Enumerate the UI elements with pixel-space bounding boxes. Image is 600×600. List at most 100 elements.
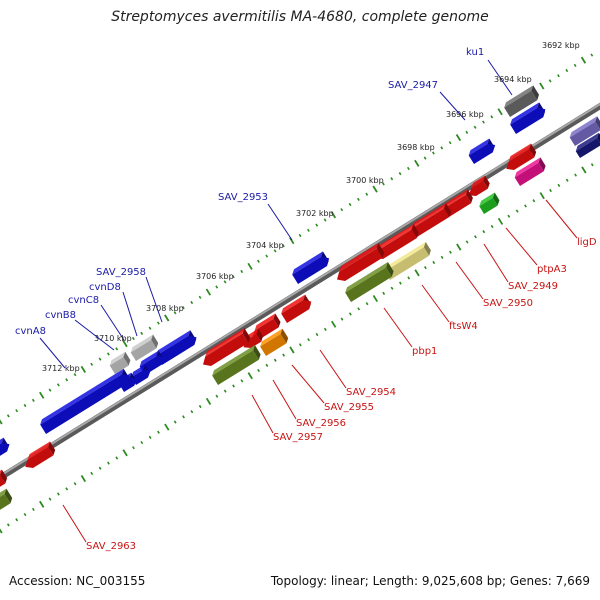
gene-28-top	[40, 368, 124, 425]
upper-ruler-tick	[356, 197, 360, 201]
gene-18	[243, 334, 262, 348]
gene-19	[260, 334, 287, 356]
gene-label-SAV_2956: SAV_2956	[296, 418, 346, 429]
upper-ruler-tick	[348, 202, 352, 207]
leader-SAV_2956	[272, 379, 297, 420]
lower-ruler-tick	[132, 446, 135, 450]
lower-ruler-tick	[0, 528, 3, 534]
gene-label-SAV_2963: SAV_2963	[86, 541, 136, 552]
gene-label-SAV_2958: SAV_2958	[96, 267, 146, 278]
lower-ruler-tick	[474, 235, 477, 239]
genome-backbone	[0, 102, 600, 482]
lower-ruler-tick	[414, 269, 420, 277]
upper-ruler-tick	[173, 311, 177, 315]
upper-ruler-tick	[340, 208, 344, 212]
upper-ruler-tick	[156, 321, 160, 325]
lower-ruler-tick	[247, 372, 253, 380]
gene-14-side	[386, 262, 394, 277]
gene-13-side	[376, 243, 385, 258]
gene-27-side	[123, 351, 131, 366]
upper-ruler-tick	[365, 192, 369, 196]
lower-ruler-tick	[240, 379, 244, 383]
gene-13-top	[339, 243, 379, 272]
gene-1-top	[510, 102, 540, 125]
gene-10	[409, 208, 450, 237]
upper-ruler-tick	[482, 120, 485, 124]
lower-ruler-tick	[482, 230, 486, 234]
gene-label-SAV_2955: SAV_2955	[324, 402, 374, 413]
lower-ruler-tick	[565, 178, 569, 182]
gene-21	[212, 350, 259, 385]
gene-9-side	[465, 189, 473, 204]
gene-5-side	[529, 143, 537, 158]
gene-18-side	[256, 328, 263, 342]
gene-0	[504, 90, 538, 117]
lower-ruler-tick	[539, 192, 545, 200]
upper-ruler-tick	[181, 306, 185, 310]
gene-0-top	[504, 85, 534, 108]
upper-ruler-tick	[240, 269, 244, 274]
gene-label-SAV_2957: SAV_2957	[273, 432, 323, 443]
lower-ruler-tick	[507, 214, 511, 218]
gene-label-ku1: ku1	[466, 47, 484, 58]
upper-ruler-tick	[205, 288, 212, 296]
gene-label-ligD: ligD	[577, 237, 597, 248]
gene-30-top	[27, 441, 50, 460]
upper-ruler-tick	[590, 53, 594, 57]
gene-31-top	[0, 469, 2, 476]
lower-ruler-tick	[148, 435, 152, 440]
leader-ligD	[545, 199, 578, 239]
lower-ruler-tick	[39, 500, 45, 508]
upper-ruler-tick	[580, 56, 587, 64]
upper-ruler-tick	[23, 403, 27, 408]
gene-labels: ku1 SAV_2947 SAV_2953 SAV_2958 cvnD8 cvnC8 cvn…	[15, 47, 597, 552]
upper-ruler-tick	[6, 414, 10, 418]
gene-29-top	[0, 437, 4, 445]
upper-ruler-tick	[73, 373, 77, 377]
lower-ruler-tick	[232, 384, 235, 388]
gene-22-top	[156, 330, 191, 356]
gene-4-top	[468, 138, 490, 156]
upper-ruler-tick	[115, 347, 119, 351]
gene-21-side	[253, 345, 261, 360]
upper-ruler-tick	[473, 125, 477, 129]
gene-4	[468, 143, 496, 164]
lower-ruler-tick	[440, 255, 444, 259]
label-leader-lines	[39, 59, 578, 543]
upper-ruler-tick	[281, 244, 285, 248]
gene-label-pbp1: pbp1	[412, 346, 437, 357]
gene-2-top	[569, 116, 598, 138]
upper-ruler-tick	[198, 295, 202, 299]
accession-text: Accession: NC_003155	[9, 574, 146, 588]
upper-ruler-tick	[565, 68, 569, 73]
lower-ruler-tick	[574, 173, 577, 177]
gene-28	[40, 374, 130, 434]
lower-ruler-tick	[390, 286, 394, 290]
lower-ruler-tick	[590, 163, 594, 167]
upper-ruler-tick	[382, 182, 385, 186]
upper-ruler-tick	[90, 362, 94, 366]
gene-11-top	[377, 224, 414, 251]
lower-ruler-tick	[532, 199, 536, 203]
upper-ruler-tick	[323, 218, 327, 222]
gene-7-side	[483, 175, 490, 189]
kbp-label: 3708 kbp	[146, 304, 184, 313]
upper-ruler-tick	[190, 300, 194, 305]
upper-ruler-tick	[573, 63, 577, 67]
gene-9-top	[443, 189, 468, 209]
lower-ruler-tick	[257, 368, 261, 373]
leader-SAV_2957	[251, 394, 274, 434]
leader-pbp1	[383, 307, 413, 348]
gene-label-SAV_2949: SAV_2949	[508, 281, 558, 292]
kbp-label: 3692 kbp	[542, 41, 580, 50]
kbp-label: 3696 kbp	[446, 110, 484, 119]
leader-cvnC8	[100, 304, 125, 341]
gene-20	[203, 333, 249, 366]
gene-12-side	[423, 241, 431, 256]
lower-ruler-tick	[515, 209, 519, 213]
upper-ruler-tick	[48, 388, 52, 392]
kbp-label: 3712 kbp	[42, 364, 80, 373]
lower-ruler-tick	[407, 276, 411, 280]
gene-11	[375, 229, 417, 259]
